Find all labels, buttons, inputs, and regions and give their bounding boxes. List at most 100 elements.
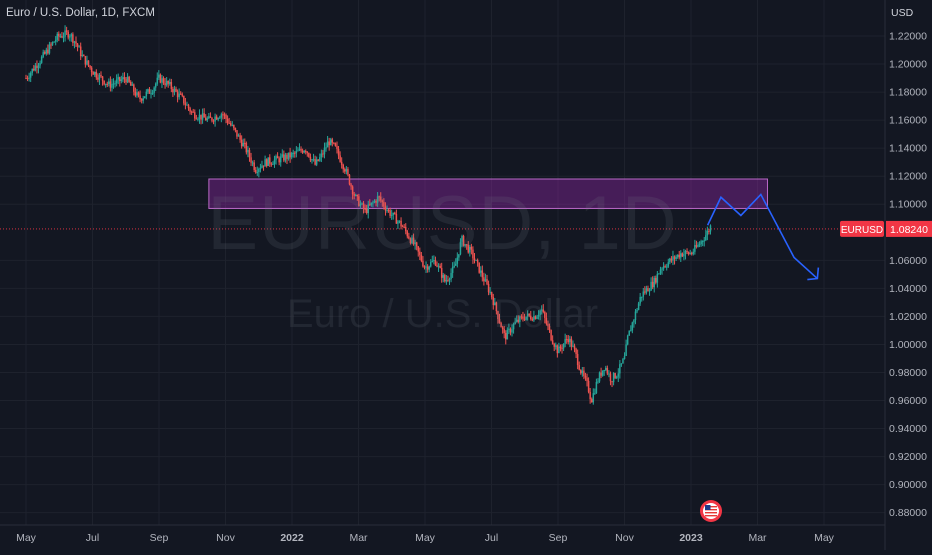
candle-body — [176, 91, 179, 98]
candle-body — [236, 130, 238, 137]
flag-stripe — [705, 515, 717, 517]
candle-body — [365, 208, 368, 214]
flag-stripe — [705, 506, 717, 508]
candle-body — [594, 393, 596, 395]
candle-body — [419, 251, 421, 255]
candle-body — [254, 169, 257, 173]
candle-body — [495, 302, 498, 312]
candle-body — [561, 348, 563, 350]
candle-body — [386, 210, 388, 212]
candle-body — [151, 92, 154, 94]
candle-body — [306, 151, 309, 153]
candle-body — [519, 316, 521, 322]
candle-body — [637, 303, 640, 310]
candle-body — [506, 329, 509, 340]
candle-body — [67, 31, 69, 38]
candle-body — [351, 186, 354, 195]
candle-body — [337, 148, 340, 156]
projection-path[interactable] — [706, 193, 818, 280]
candle-body — [706, 231, 709, 236]
candle-body — [503, 329, 505, 333]
resistance-zone[interactable] — [208, 178, 768, 209]
candle-body — [336, 146, 338, 149]
y-tick-label: 1.16000 — [889, 115, 927, 127]
candle-body — [509, 328, 512, 333]
candle-body — [76, 43, 79, 47]
candle-body — [683, 253, 685, 257]
candle-body — [161, 78, 163, 83]
candle-body — [458, 254, 460, 258]
candle-body — [523, 318, 526, 320]
candle-body — [211, 117, 213, 121]
candle-body — [608, 373, 610, 375]
candle-body — [103, 80, 105, 85]
chart-title: Euro / U.S. Dollar, 1D, FXCM — [6, 7, 155, 19]
candle-body — [279, 156, 282, 163]
candle-body — [194, 112, 196, 119]
candle-body — [70, 34, 73, 37]
candle-body — [587, 380, 590, 392]
candle-body — [314, 159, 316, 165]
candle-body — [261, 165, 263, 168]
name-watermark: Euro / U.S. Dollar — [286, 292, 599, 336]
candle-body — [83, 55, 85, 57]
candle-body — [345, 169, 348, 172]
candle-body — [703, 240, 705, 242]
candle-body — [562, 343, 565, 349]
candle-body — [708, 231, 710, 233]
candle-body — [665, 266, 668, 268]
candle-body — [404, 226, 407, 232]
candle-body — [448, 278, 451, 281]
candle-body — [237, 135, 240, 137]
candle-body — [267, 157, 269, 166]
candle-body — [648, 290, 651, 292]
candle-body — [394, 212, 396, 214]
x-tick-label: Nov — [216, 532, 235, 544]
candle-body — [222, 114, 224, 116]
candle-body — [464, 244, 466, 246]
candle-body — [248, 149, 251, 158]
candle-body — [42, 52, 44, 57]
candle-body — [295, 150, 298, 154]
candle-body — [233, 124, 235, 128]
candle-body — [108, 81, 110, 85]
candle-body — [356, 194, 359, 197]
candle-body — [486, 279, 488, 284]
candle-body — [301, 150, 304, 153]
candle-body — [214, 116, 216, 122]
candle-body — [209, 116, 212, 118]
candle-body — [439, 265, 441, 268]
candle-body — [542, 309, 545, 312]
symbol-watermark: EURUSD, 1D — [207, 181, 678, 266]
candle-body — [359, 203, 362, 207]
candle-body — [598, 372, 601, 382]
candle-body — [633, 320, 635, 323]
candle-body — [54, 39, 57, 42]
candle-body — [655, 277, 657, 283]
candle-body — [681, 253, 684, 257]
candle-body — [334, 143, 337, 147]
candle-body — [444, 275, 446, 282]
candle-body — [492, 297, 495, 306]
candle-body — [111, 83, 113, 88]
candle-body — [415, 242, 418, 247]
candle-body — [134, 91, 137, 96]
candle-body — [64, 30, 66, 37]
x-tick-label: Jul — [86, 532, 99, 544]
candle-body — [564, 339, 566, 344]
candle-body — [265, 159, 268, 166]
candle-body — [347, 169, 349, 175]
candle-body — [514, 321, 516, 325]
candle-body — [573, 345, 576, 349]
candle-body — [373, 200, 376, 203]
y-tick-label: 1.00000 — [889, 339, 927, 351]
candle-body — [494, 302, 496, 306]
candle-body — [187, 104, 190, 109]
candle-body — [133, 84, 135, 92]
candle-body — [284, 154, 287, 161]
candle-body — [423, 266, 426, 268]
candle-body — [231, 124, 234, 126]
candle-body — [397, 221, 399, 224]
